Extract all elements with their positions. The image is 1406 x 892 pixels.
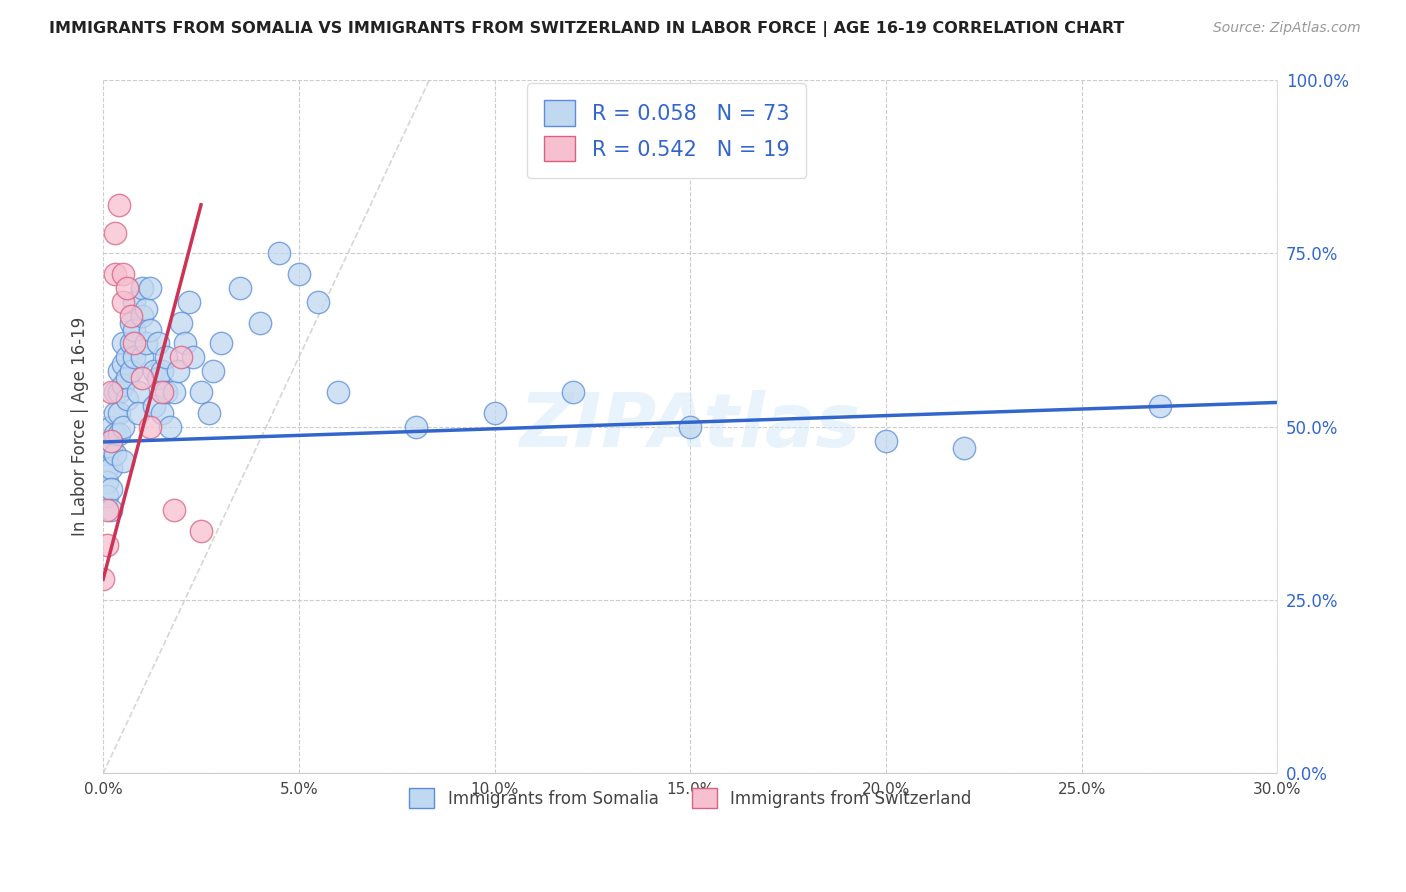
Legend: Immigrants from Somalia, Immigrants from Switzerland: Immigrants from Somalia, Immigrants from… [402, 781, 979, 815]
Point [229, 281, 252, 295]
Point [209, 336, 232, 351]
Point [100, 461, 122, 475]
Point [127, 406, 149, 420]
Point [100, 482, 122, 496]
Point [249, 316, 271, 330]
Point [111, 419, 134, 434]
Point [100, 434, 122, 448]
Point [127, 385, 149, 400]
Point [124, 294, 146, 309]
Point [150, 364, 173, 378]
Point [104, 447, 127, 461]
Point [115, 281, 138, 295]
Point [190, 385, 212, 400]
Point [96, 447, 118, 461]
Point [166, 364, 188, 378]
Point [96, 503, 118, 517]
Point [159, 419, 181, 434]
Point [91, 434, 114, 448]
Point [162, 503, 184, 517]
Point [120, 336, 142, 351]
Text: Source: ZipAtlas.com: Source: ZipAtlas.com [1213, 21, 1361, 35]
Point [104, 385, 127, 400]
Point [162, 385, 184, 400]
Point [120, 316, 142, 330]
Point [288, 267, 311, 281]
Point [131, 281, 153, 295]
Point [115, 351, 138, 365]
Point [104, 426, 127, 441]
Point [190, 524, 212, 538]
Point [307, 294, 329, 309]
Point [679, 419, 702, 434]
Point [953, 441, 976, 455]
Y-axis label: In Labor Force | Age 16-19: In Labor Force | Age 16-19 [72, 317, 89, 536]
Point [139, 323, 162, 337]
Point [146, 371, 169, 385]
Point [150, 385, 173, 400]
Point [143, 399, 166, 413]
Point [170, 351, 193, 365]
Point [201, 364, 224, 378]
Point [135, 301, 157, 316]
Point [111, 267, 134, 281]
Point [107, 385, 129, 400]
Point [111, 336, 134, 351]
Point [104, 226, 127, 240]
Point [111, 454, 134, 468]
Point [124, 323, 146, 337]
Point [104, 267, 127, 281]
Point [100, 441, 122, 455]
Point [115, 371, 138, 385]
Point [150, 406, 173, 420]
Point [561, 385, 583, 400]
Point [120, 364, 142, 378]
Point [124, 336, 146, 351]
Point [124, 351, 146, 365]
Point [1149, 399, 1171, 413]
Text: ZIPAtlas: ZIPAtlas [520, 390, 860, 463]
Point [115, 392, 138, 406]
Point [96, 475, 118, 490]
Point [875, 434, 897, 448]
Point [96, 538, 118, 552]
Point [131, 309, 153, 323]
Point [405, 419, 427, 434]
Point [96, 461, 118, 475]
Point [139, 281, 162, 295]
Point [131, 351, 153, 365]
Point [100, 419, 122, 434]
Point [120, 309, 142, 323]
Point [100, 503, 122, 517]
Point [143, 364, 166, 378]
Point [139, 419, 162, 434]
Point [91, 572, 114, 586]
Point [155, 351, 177, 365]
Point [107, 364, 129, 378]
Point [170, 316, 193, 330]
Point [181, 351, 204, 365]
Point [146, 336, 169, 351]
Point [326, 385, 349, 400]
Point [135, 336, 157, 351]
Point [174, 336, 197, 351]
Point [107, 426, 129, 441]
Point [269, 246, 291, 260]
Point [107, 406, 129, 420]
Point [111, 357, 134, 371]
Point [104, 406, 127, 420]
Point [100, 385, 122, 400]
Point [111, 294, 134, 309]
Point [179, 294, 201, 309]
Point [107, 198, 129, 212]
Point [484, 406, 506, 420]
Text: IMMIGRANTS FROM SOMALIA VS IMMIGRANTS FROM SWITZERLAND IN LABOR FORCE | AGE 16-1: IMMIGRANTS FROM SOMALIA VS IMMIGRANTS FR… [49, 21, 1125, 37]
Point [111, 378, 134, 392]
Point [131, 371, 153, 385]
Point [96, 489, 118, 503]
Point [198, 406, 221, 420]
Point [155, 385, 177, 400]
